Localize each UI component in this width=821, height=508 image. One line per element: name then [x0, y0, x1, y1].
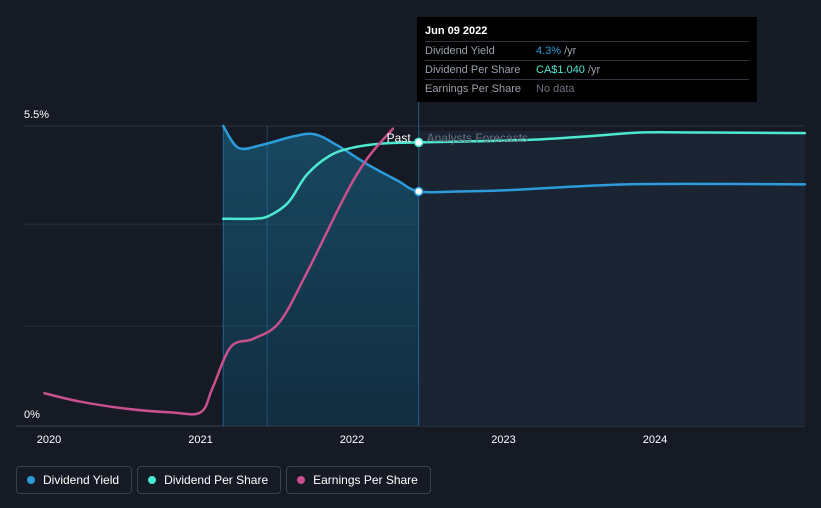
- legend-item-dividend-per-share[interactable]: Dividend Per Share: [137, 466, 282, 494]
- x-tick-label: 2020: [37, 434, 61, 446]
- x-tick-label: 2023: [491, 434, 515, 446]
- tooltip-date: Jun 09 2022: [425, 23, 749, 42]
- y-axis-bottom-label: 0%: [24, 409, 40, 421]
- chart-labels: 5.5% 0% 2020 2021 2022 2023 2024 Past Analysts F…: [24, 109, 667, 446]
- legend-label: Dividend Yield: [43, 473, 120, 487]
- legend-dot-icon: [297, 476, 306, 484]
- dividend-yield-line: [221, 124, 807, 194]
- past-region-fill: [223, 126, 419, 426]
- forecast-label: Analysts Forecasts: [427, 131, 528, 145]
- tooltip-row-label: Dividend Per Share: [425, 64, 521, 76]
- legend-label: Dividend Per Share: [164, 473, 269, 487]
- tooltip-row-unit: /yr: [564, 45, 577, 57]
- legend: Dividend Yield Dividend Per Share Earnin…: [16, 466, 431, 494]
- earnings-per-share-line: [43, 127, 395, 416]
- tooltip-row-value: No data: [536, 83, 575, 95]
- tooltip-row-label: Earnings Per Share: [425, 83, 521, 95]
- legend-item-dividend-yield[interactable]: Dividend Yield: [16, 466, 133, 494]
- x-tick-label: 2021: [188, 434, 212, 446]
- legend-label: Earnings Per Share: [313, 473, 418, 487]
- tooltip-row-label: Dividend Yield: [425, 45, 495, 57]
- legend-dot-icon: [148, 476, 157, 484]
- legend-dot-icon: [27, 476, 35, 484]
- forecast-region: [418, 131, 805, 426]
- y-axis-top-label: 5.5%: [24, 109, 49, 121]
- cursor-marker: [413, 186, 424, 197]
- past-label: Past: [387, 131, 412, 145]
- tooltip: Jun 09 2022 Dividend Yield 4.3% /yr Divi…: [417, 17, 757, 102]
- chart-lines: [43, 124, 807, 416]
- legend-item-earnings-per-share[interactable]: Earnings Per Share: [286, 466, 431, 494]
- chart-area-fills: [222, 17, 805, 426]
- chart-markers: [413, 137, 424, 197]
- x-tick-label: 2022: [340, 434, 364, 446]
- tooltip-row-unit: /yr: [587, 64, 601, 76]
- cursor-marker: [413, 137, 424, 148]
- tooltip-row-earnings-per-share: Earnings Per Share No data: [425, 80, 749, 98]
- dividend-per-share-line: [221, 131, 807, 221]
- tooltip-row-dividend-yield: Dividend Yield 4.3% /yr: [425, 42, 749, 61]
- x-tick-label: 2024: [643, 434, 667, 446]
- tooltip-row-dividend-per-share: Dividend Per Share CA$1.040 /yr: [425, 61, 749, 80]
- tooltip-row-value: CA$1.040: [536, 64, 585, 76]
- tooltip-row-value: 4.3%: [536, 45, 562, 57]
